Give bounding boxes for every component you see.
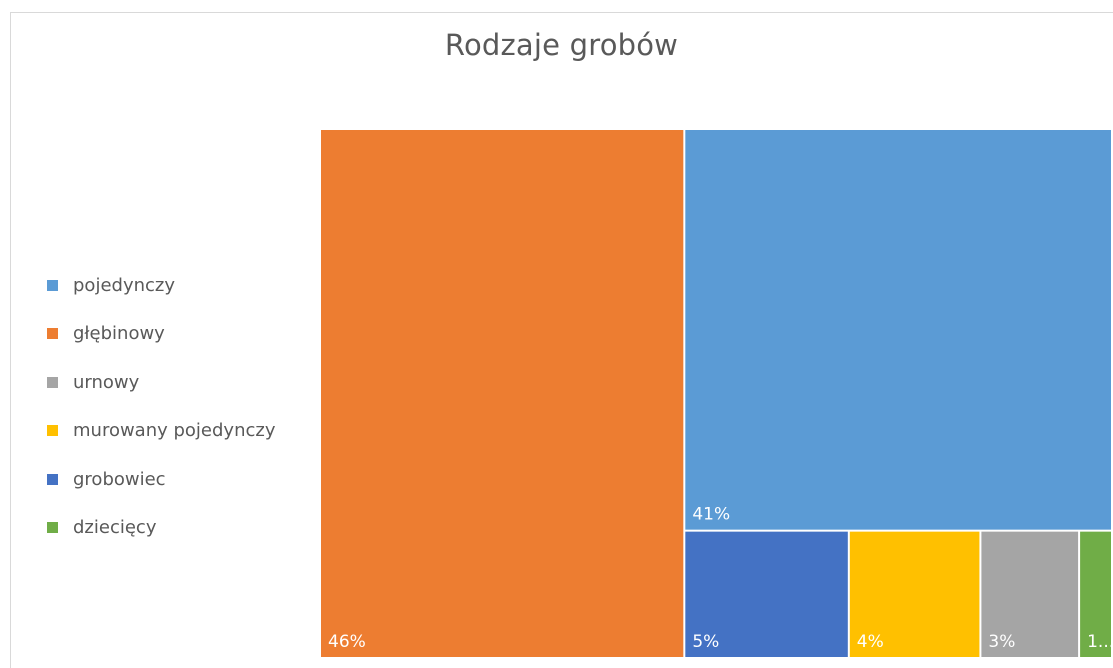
treemap-label-glebinowy: 46%: [328, 632, 366, 652]
legend-item-glebinowy: głębinowy: [47, 310, 317, 359]
treemap-label-urnowy: 3%: [988, 632, 1015, 652]
legend-item-grobowiec: grobowiec: [47, 455, 317, 504]
treemap-label-dzieciecy: 1...: [1087, 632, 1113, 652]
legend-label-urnowy: urnowy: [73, 371, 140, 393]
legend-label-grobowiec: grobowiec: [73, 468, 166, 490]
legend-item-dzieciecy: dziecięcy: [47, 504, 317, 553]
treemap-label-pojedynczy: 41%: [692, 505, 730, 525]
legend-label-murowany-pojedynczy: murowany pojedynczy: [73, 420, 276, 442]
treemap-tile-urnowy: [981, 531, 1079, 657]
treemap-tile-pojedynczy: [685, 130, 1111, 530]
treemap-tile-grobowiec: [685, 531, 848, 657]
chart-legend: pojedynczy głębinowy urnowy murowany poj…: [47, 261, 317, 552]
legend-swatch-dzieciecy: [47, 522, 58, 534]
legend-swatch-urnowy: [47, 376, 58, 388]
treemap-tile-dzieciecy: [1080, 531, 1111, 657]
treemap-tile-glebinowy: [321, 130, 684, 657]
legend-swatch-grobowiec: [47, 473, 58, 485]
legend-item-murowany-pojedynczy: murowany pojedynczy: [47, 407, 317, 456]
chart-title: Rodzaje grobów: [444, 28, 679, 62]
legend-label-glebinowy: głębinowy: [73, 323, 165, 345]
treemap-label-grobowiec: 5%: [692, 632, 719, 652]
legend-swatch-glebinowy: [47, 328, 58, 340]
treemap-label-murowany-pojedynczy: 4%: [857, 632, 884, 652]
legend-label-dzieciecy: dziecięcy: [73, 517, 157, 539]
legend-swatch-pojedynczy: [47, 279, 58, 291]
legend-swatch-murowany-pojedynczy: [47, 425, 58, 437]
legend-item-urnowy: urnowy: [47, 358, 317, 407]
treemap-tile-murowany-pojedynczy: [849, 531, 980, 657]
legend-item-pojedynczy: pojedynczy: [47, 261, 317, 310]
legend-label-pojedynczy: pojedynczy: [73, 274, 175, 296]
